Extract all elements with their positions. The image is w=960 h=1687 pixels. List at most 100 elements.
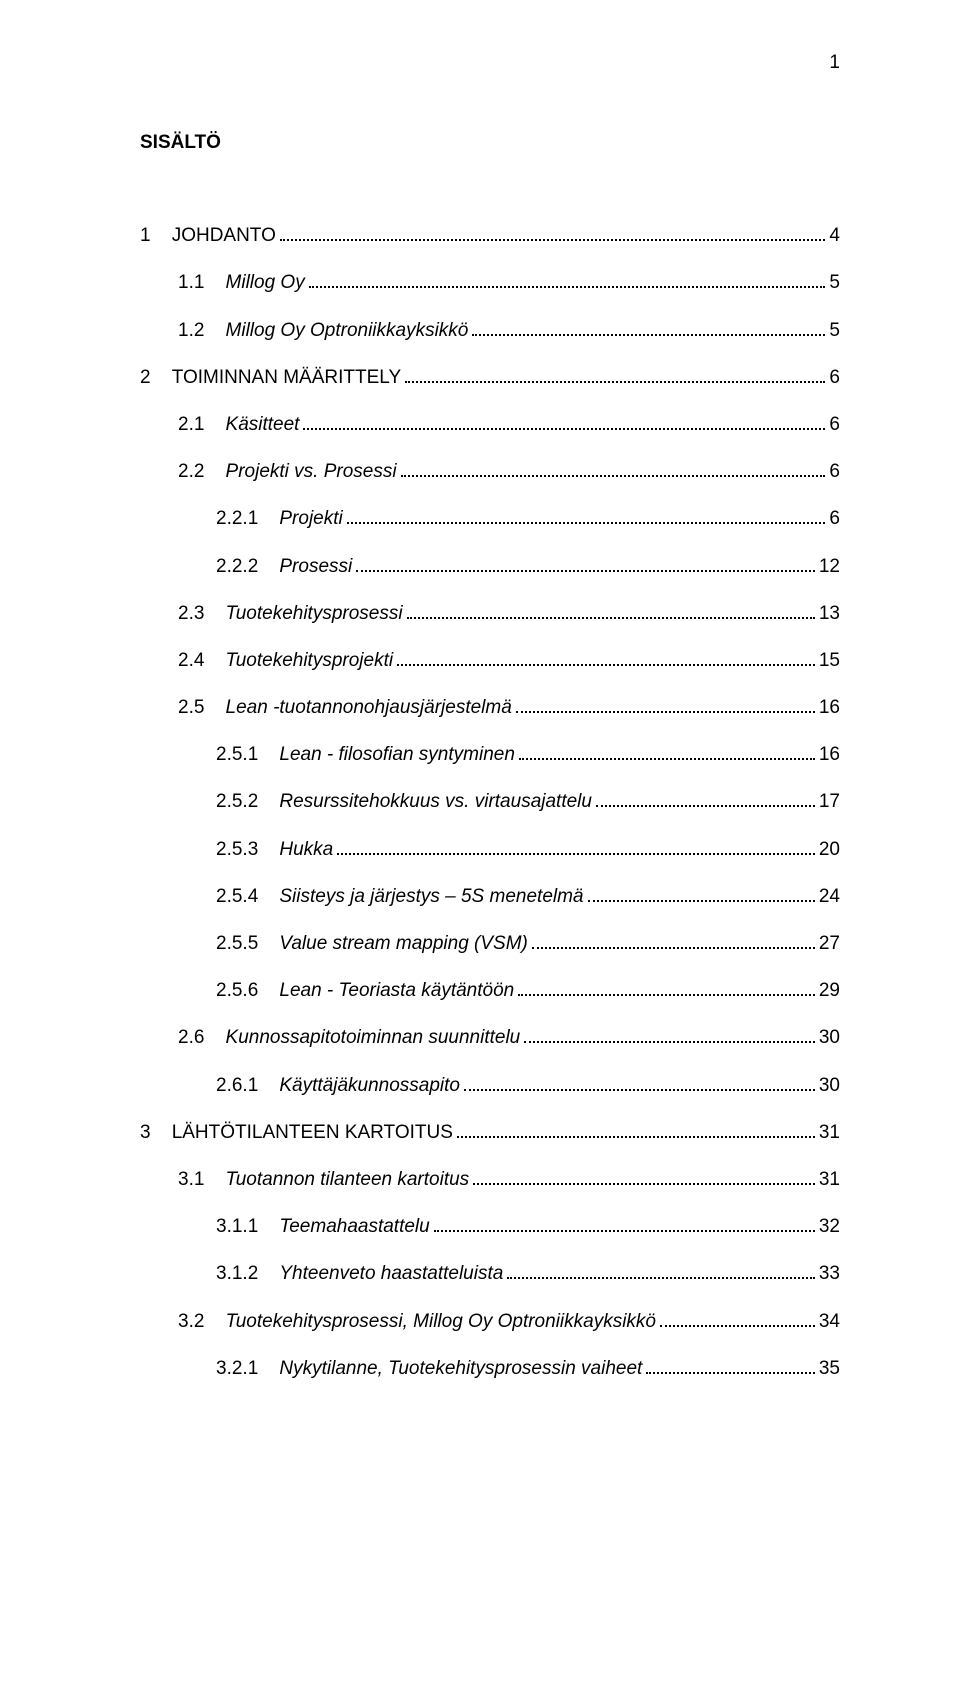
toc-entry-page: 16	[819, 745, 840, 764]
toc-entry-page: 17	[819, 792, 840, 811]
toc-entry: 3.1 Tuotannon tilanteen kartoitus 31	[140, 1168, 840, 1189]
toc-entry-label: Tuotekehitysprojekti	[226, 651, 394, 670]
toc-entry-label: Lean - Teoriasta käytäntöön	[279, 981, 514, 1000]
toc-entry-number: 2.5.5	[216, 934, 279, 953]
toc-entry: 2.2.2 Prosessi 12	[140, 554, 840, 575]
toc-entry-page: 12	[819, 557, 840, 576]
toc-entry: 2.4 Tuotekehitysprojekti 15	[140, 649, 840, 670]
toc-entry-label: Value stream mapping (VSM)	[279, 934, 528, 953]
toc-entry-number: 2	[140, 368, 172, 387]
toc-entry: 3.1.1 Teemahaastattelu32	[140, 1215, 840, 1236]
toc-entry-number: 2.5.1	[216, 745, 279, 764]
toc-leader-dots	[518, 979, 815, 996]
toc-entry-label: Siisteys ja järjestys – 5S menetelmä	[279, 887, 583, 906]
toc-entry: 3.2 Tuotekehitysprosessi, Millog Oy Optr…	[140, 1309, 840, 1330]
toc-entry-page: 13	[819, 604, 840, 623]
toc-entry-number: 2.5.3	[216, 840, 279, 859]
toc-entry-label: Tuotannon tilanteen kartoitus	[226, 1170, 470, 1189]
toc-entry-page: 34	[819, 1312, 840, 1331]
toc-entry-page: 24	[819, 887, 840, 906]
toc-leader-dots	[464, 1073, 815, 1090]
toc-entry: 2.5.3 Hukka 20	[140, 837, 840, 858]
toc-entry-number: 2.5.4	[216, 887, 279, 906]
toc-leader-dots	[457, 1121, 815, 1138]
toc-entry-number: 2.2	[178, 462, 226, 481]
toc-entry-page: 6	[829, 509, 840, 528]
page: 1 SISÄLTÖ 1 JOHDANTO41.1 Millog Oy51.2 M…	[0, 0, 960, 1687]
toc-entry-number: 3.2.1	[216, 1359, 279, 1378]
toc-leader-dots	[401, 460, 826, 477]
toc-entry-label: Projekti	[279, 509, 342, 528]
toc-entry-label: Lean -tuotannonohjausjärjestelmä	[226, 698, 512, 717]
toc-entry-number: 2.2.2	[216, 557, 279, 576]
toc-entry: 2.6.1 Käyttäjäkunnossapito 30	[140, 1073, 840, 1094]
toc-entry-number: 3	[140, 1123, 172, 1142]
toc-leader-dots	[516, 696, 815, 713]
toc-entry-page: 5	[829, 273, 840, 292]
toc-entry-number: 3.1	[178, 1170, 226, 1189]
toc-entry-page: 31	[819, 1170, 840, 1189]
toc-entry-label: JOHDANTO	[172, 226, 276, 245]
toc-entry-label: Kunnossapitotoiminnan suunnittelu	[226, 1028, 521, 1047]
toc-entry-page: 6	[829, 415, 840, 434]
toc-entry-page: 20	[819, 840, 840, 859]
toc-entry: 3.2.1 Nykytilanne, Tuotekehitysprosessin…	[140, 1357, 840, 1378]
toc-entry: 2.2 Projekti vs. Prosessi6	[140, 460, 840, 481]
toc-entry-page: 6	[829, 368, 840, 387]
toc-entry-page: 30	[819, 1076, 840, 1095]
toc-leader-dots	[596, 790, 815, 807]
toc-entry-number: 2.4	[178, 651, 226, 670]
toc-leader-dots	[507, 1262, 815, 1279]
toc-entry-page: 33	[819, 1264, 840, 1283]
toc-entry-label: Tuotekehitysprosessi, Millog Oy Optronii…	[226, 1312, 656, 1331]
toc-entry-label: Millog Oy	[226, 273, 305, 292]
toc-entry: 2 TOIMINNAN MÄÄRITTELY 6	[140, 366, 840, 387]
toc-entry-label: Nykytilanne, Tuotekehitysprosessin vaihe…	[279, 1359, 642, 1378]
toc-leader-dots	[309, 271, 826, 288]
toc-entry: 2.5.1 Lean - filosofian syntyminen 16	[140, 743, 840, 764]
toc-entry-label: Hukka	[279, 840, 333, 859]
toc-entry: 2.3 Tuotekehitysprosessi13	[140, 602, 840, 623]
toc-entry-label: TOIMINNAN MÄÄRITTELY	[172, 368, 401, 387]
toc-leader-dots	[660, 1309, 815, 1326]
toc-entry-page: 16	[819, 698, 840, 717]
toc-leader-dots	[405, 366, 825, 383]
toc-entry: 2.2.1 Projekti 6	[140, 507, 840, 528]
toc-entry-number: 2.2.1	[216, 509, 279, 528]
toc-entry-page: 35	[819, 1359, 840, 1378]
toc-leader-dots	[524, 1026, 815, 1043]
toc-leader-dots	[519, 743, 815, 760]
toc-entry: 2.6 Kunnossapitotoiminnan suunnittelu30	[140, 1026, 840, 1047]
toc-entry-number: 1.2	[178, 321, 226, 340]
toc-entry: 2.5.5 Value stream mapping (VSM) 27	[140, 932, 840, 953]
toc-entry-page: 15	[819, 651, 840, 670]
toc-entry-number: 1	[140, 226, 172, 245]
toc-entry: 3 LÄHTÖTILANTEEN KARTOITUS 31	[140, 1121, 840, 1142]
toc-leader-dots	[280, 224, 826, 241]
toc-entry-page: 4	[829, 226, 840, 245]
toc-entry-label: LÄHTÖTILANTEEN KARTOITUS	[172, 1123, 453, 1142]
toc-entry-page: 31	[819, 1123, 840, 1142]
toc-leader-dots	[397, 649, 815, 666]
toc-entry-label: Projekti vs. Prosessi	[226, 462, 397, 481]
toc-entry-number: 3.2	[178, 1312, 226, 1331]
page-number: 1	[829, 52, 840, 74]
toc-leader-dots	[472, 318, 825, 335]
table-of-contents: 1 JOHDANTO 4 1.1 Millog Oy 5 1.2 Millog Oy O…	[140, 224, 840, 1378]
toc-leader-dots	[337, 837, 815, 854]
toc-entry-label: Käyttäjäkunnossapito	[279, 1076, 460, 1095]
toc-entry-page: 32	[819, 1217, 840, 1236]
toc-entry-label: Millog Oy Optroniikkayksikkö	[226, 321, 469, 340]
toc-entry-number: 2.5.6	[216, 981, 279, 1000]
toc-entry-number: 2.6.1	[216, 1076, 279, 1095]
toc-entry: 1.1 Millog Oy 5	[140, 271, 840, 292]
toc-leader-dots	[347, 507, 826, 524]
toc-entry-page: 5	[829, 321, 840, 340]
toc-entry-label: Lean - filosofian syntyminen	[279, 745, 515, 764]
toc-entry-label: Prosessi	[279, 557, 352, 576]
toc-entry-number: 2.5	[178, 698, 226, 717]
toc-entry-label: Resurssitehokkuus vs. virtausajattelu	[279, 792, 592, 811]
toc-entry-number: 1.1	[178, 273, 226, 292]
toc-entry-page: 27	[819, 934, 840, 953]
toc-entry-number: 2.6	[178, 1028, 226, 1047]
